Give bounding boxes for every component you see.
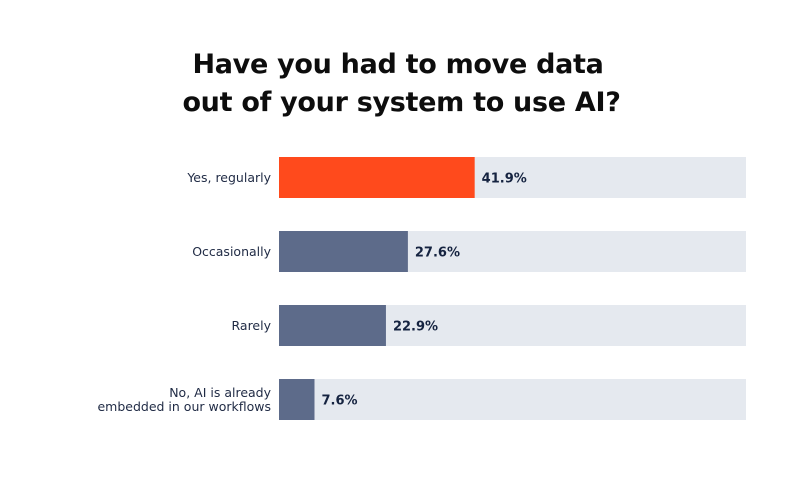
chart-title: Have you had to move data out of your sy… xyxy=(0,46,800,122)
bar-track xyxy=(279,379,746,420)
bar xyxy=(279,379,315,420)
category-label: Rarely xyxy=(232,318,272,333)
bar xyxy=(279,157,475,198)
data-label: 41.9% xyxy=(482,172,527,187)
category-label: No, AI is already xyxy=(169,385,271,400)
bar-row: 22.9% Rarely xyxy=(232,305,746,346)
category-label: embedded in our workflows xyxy=(97,399,271,414)
data-label: 22.9% xyxy=(393,320,438,335)
bar-row: 41.9% Yes, regularly xyxy=(186,157,746,198)
category-label: Occasionally xyxy=(192,244,271,259)
data-label: 7.6% xyxy=(321,394,357,409)
bar-row: 27.6% Occasionally xyxy=(192,231,746,272)
category-label: Yes, regularly xyxy=(186,170,271,185)
chart-title-line-1: Have you had to move data xyxy=(192,49,604,80)
data-label: 27.6% xyxy=(415,246,460,261)
chart-title-line-2: out of your system to use AI? xyxy=(182,87,621,118)
bar xyxy=(279,305,386,346)
bar xyxy=(279,231,408,272)
